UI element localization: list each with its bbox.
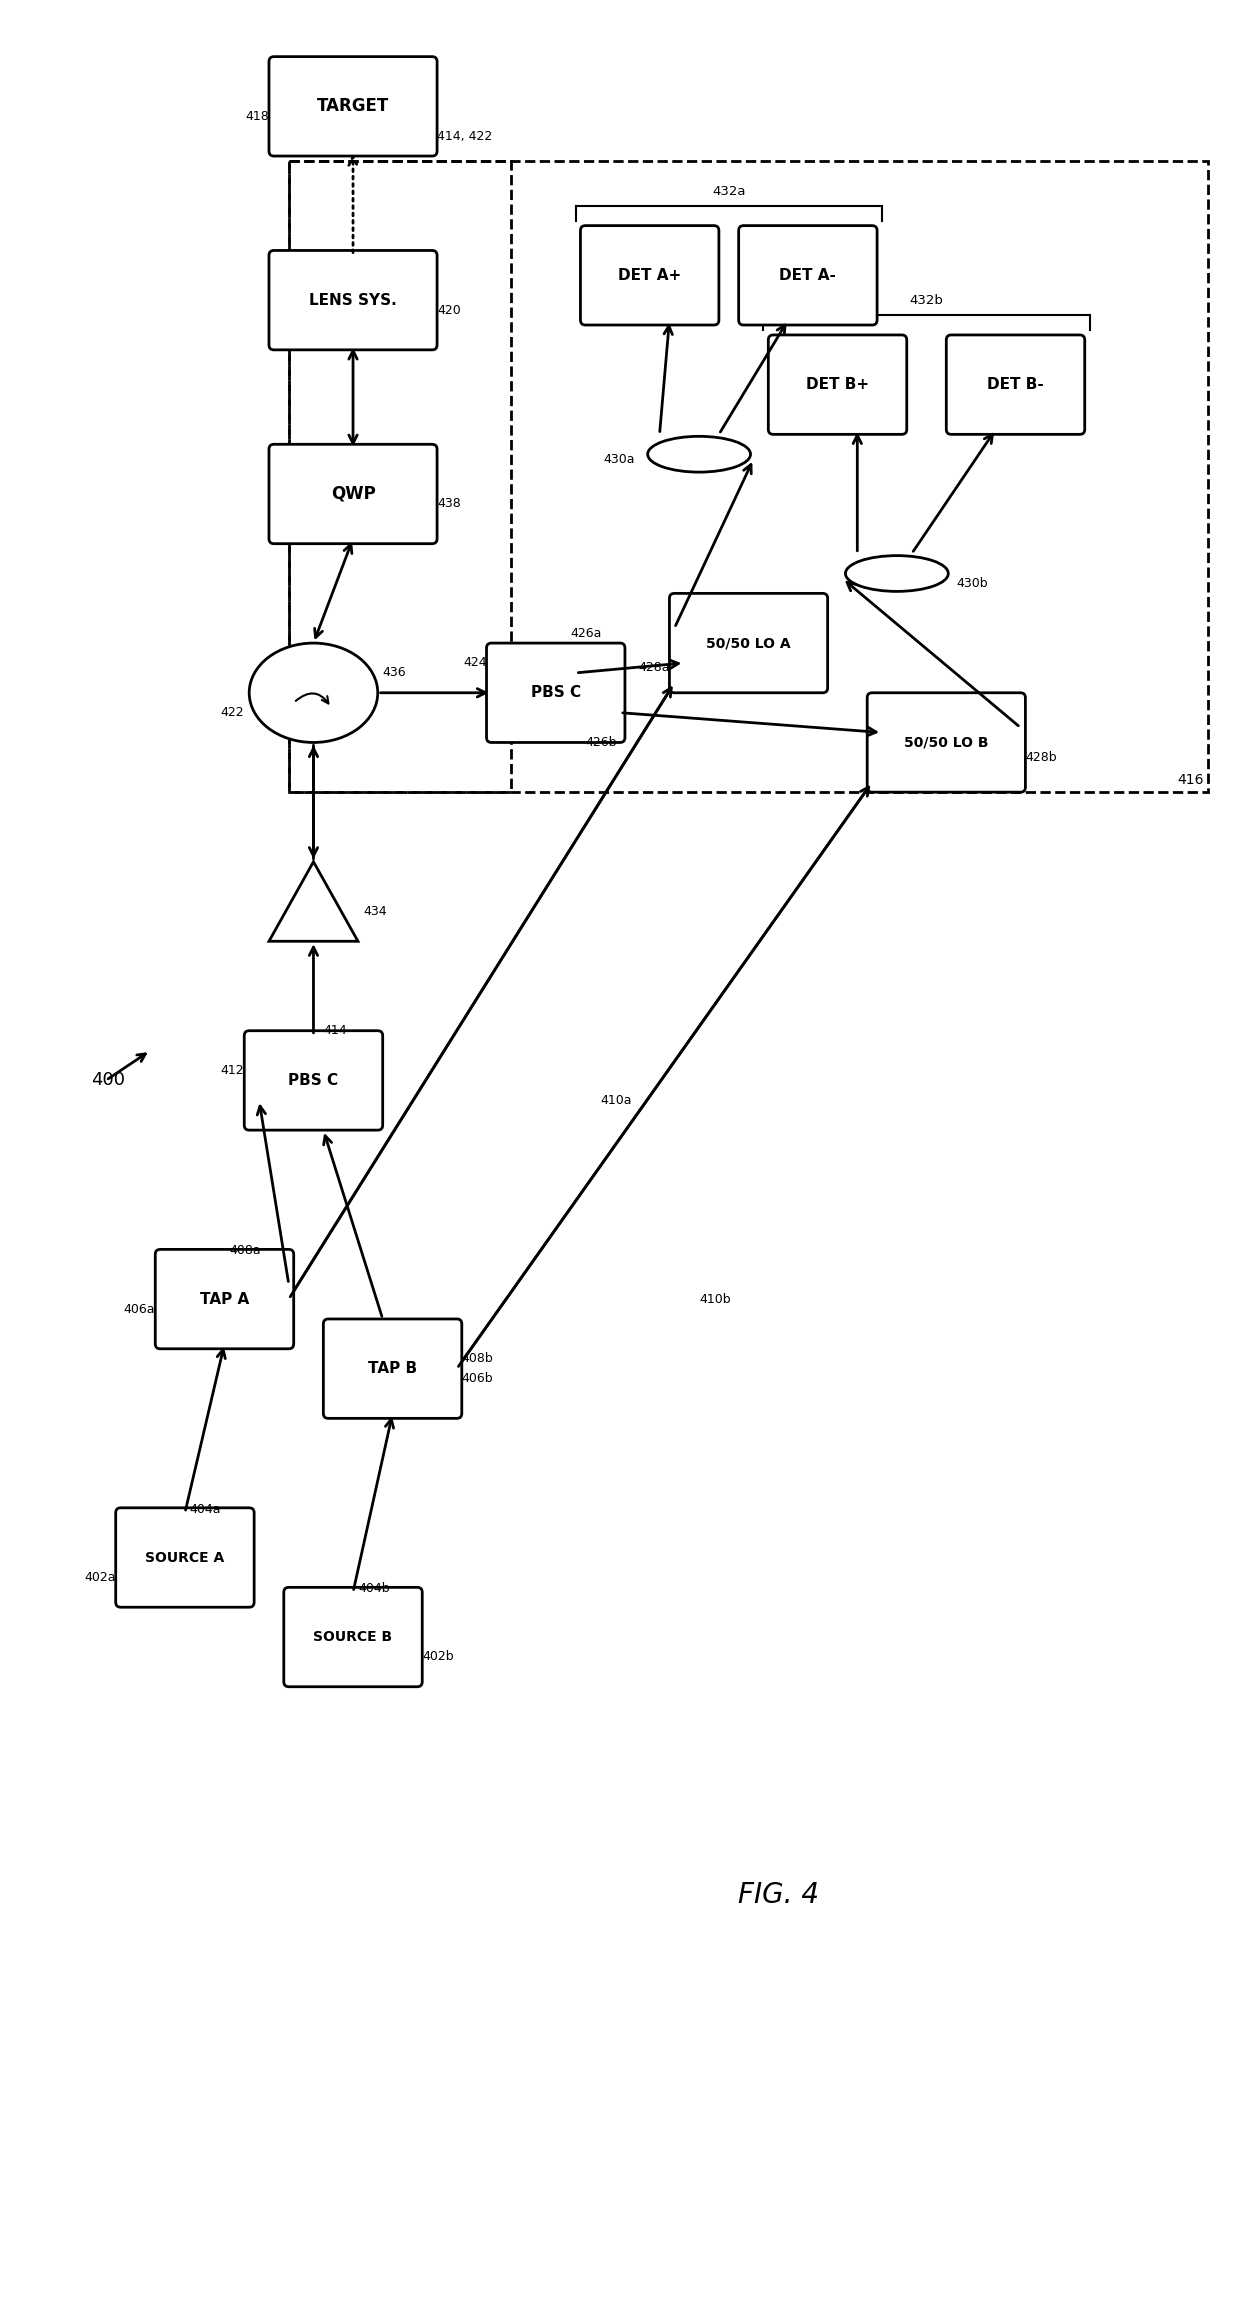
- Text: 412: 412: [221, 1064, 244, 1076]
- Text: 408b: 408b: [461, 1352, 494, 1366]
- Text: 406b: 406b: [461, 1373, 494, 1384]
- Text: 434: 434: [363, 906, 387, 917]
- FancyBboxPatch shape: [670, 593, 827, 692]
- Text: 400: 400: [91, 1071, 125, 1090]
- Text: 410a: 410a: [600, 1094, 631, 1106]
- Text: LENS SYS.: LENS SYS.: [309, 292, 397, 308]
- Text: 426a: 426a: [570, 628, 601, 639]
- FancyBboxPatch shape: [269, 251, 436, 349]
- FancyBboxPatch shape: [115, 1508, 254, 1607]
- Text: DET B-: DET B-: [987, 377, 1044, 393]
- Text: DET A+: DET A+: [618, 267, 681, 283]
- Text: PBS C: PBS C: [531, 685, 580, 701]
- Text: 418: 418: [246, 110, 269, 122]
- FancyBboxPatch shape: [269, 444, 436, 543]
- FancyBboxPatch shape: [739, 225, 877, 324]
- Text: 408a: 408a: [229, 1244, 262, 1258]
- Text: 428b: 428b: [1025, 752, 1056, 763]
- FancyBboxPatch shape: [244, 1030, 383, 1131]
- Text: QWP: QWP: [331, 485, 376, 503]
- Text: 414, 422: 414, 422: [436, 129, 492, 143]
- FancyBboxPatch shape: [867, 692, 1025, 793]
- Text: 404a: 404a: [190, 1504, 222, 1515]
- Text: 414: 414: [324, 1023, 347, 1037]
- Ellipse shape: [647, 437, 750, 471]
- Text: TAP A: TAP A: [200, 1292, 249, 1306]
- Text: 430a: 430a: [604, 453, 635, 467]
- Text: 410b: 410b: [699, 1292, 730, 1306]
- Text: 50/50 LO A: 50/50 LO A: [707, 637, 791, 651]
- Text: TARGET: TARGET: [317, 97, 389, 115]
- Text: FIG. 4: FIG. 4: [738, 1881, 818, 1910]
- Text: 404b: 404b: [358, 1582, 389, 1596]
- FancyBboxPatch shape: [946, 336, 1085, 435]
- Polygon shape: [269, 862, 358, 940]
- Text: 402b: 402b: [423, 1651, 454, 1664]
- Text: 402a: 402a: [84, 1570, 115, 1584]
- FancyBboxPatch shape: [769, 336, 906, 435]
- Text: SOURCE A: SOURCE A: [145, 1550, 224, 1566]
- Text: PBS C: PBS C: [289, 1074, 339, 1087]
- FancyBboxPatch shape: [486, 644, 625, 743]
- Text: 426b: 426b: [585, 736, 616, 749]
- Text: 422: 422: [221, 706, 244, 720]
- Text: 432a: 432a: [712, 184, 745, 198]
- Text: 424: 424: [463, 658, 486, 669]
- Text: TAP B: TAP B: [368, 1361, 417, 1377]
- Text: 438: 438: [436, 497, 461, 510]
- Text: 430b: 430b: [956, 577, 988, 591]
- Text: SOURCE B: SOURCE B: [314, 1630, 393, 1644]
- FancyBboxPatch shape: [284, 1586, 423, 1687]
- Text: 416: 416: [1177, 772, 1203, 786]
- FancyBboxPatch shape: [269, 57, 436, 156]
- Ellipse shape: [249, 644, 378, 743]
- Text: 432b: 432b: [910, 294, 944, 308]
- Text: DET B+: DET B+: [806, 377, 869, 393]
- Text: 420: 420: [436, 303, 461, 317]
- Text: 50/50 LO B: 50/50 LO B: [904, 736, 988, 749]
- Text: 436: 436: [383, 667, 407, 681]
- Text: DET A-: DET A-: [780, 267, 836, 283]
- FancyBboxPatch shape: [580, 225, 719, 324]
- Text: 428a: 428a: [637, 662, 670, 674]
- FancyBboxPatch shape: [324, 1320, 461, 1418]
- FancyBboxPatch shape: [155, 1248, 294, 1350]
- Ellipse shape: [846, 556, 949, 591]
- Text: 406a: 406a: [124, 1304, 155, 1315]
